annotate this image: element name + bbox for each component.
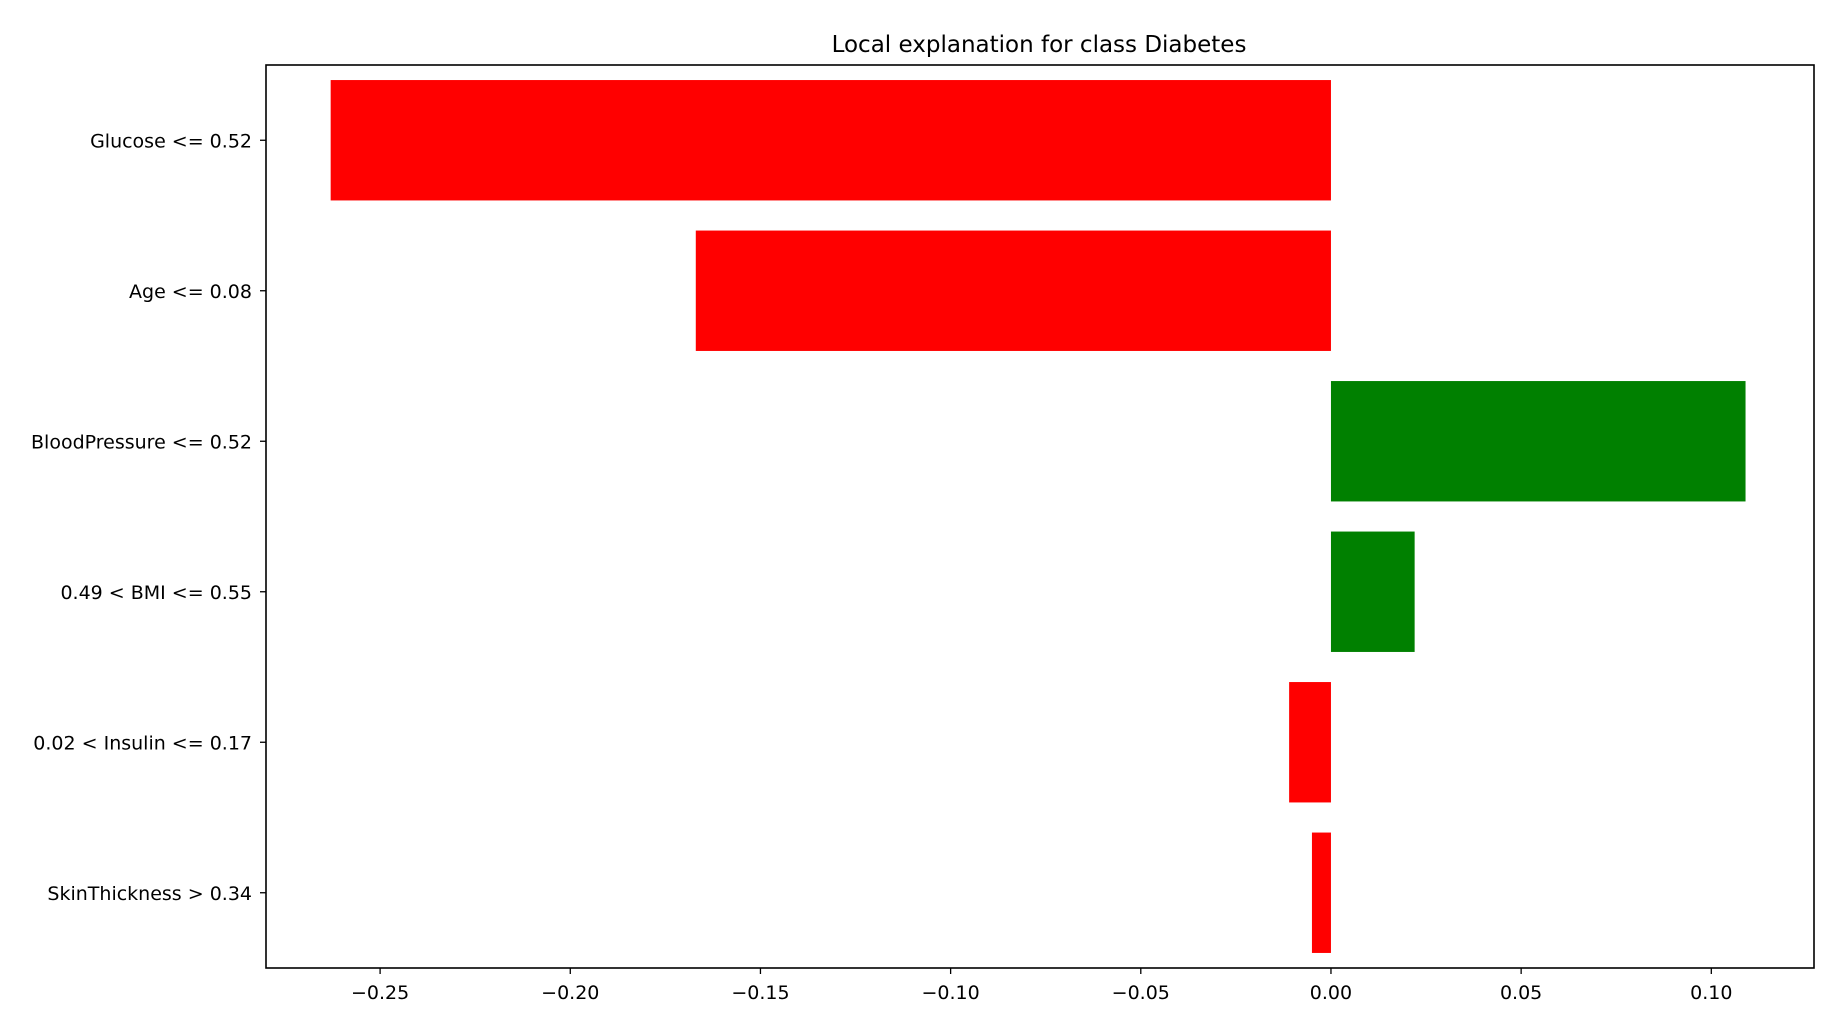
bars-group bbox=[330, 80, 1746, 953]
x-tick-label: 0.05 bbox=[1500, 982, 1542, 1004]
y-tick-label: SkinThickness > 0.34 bbox=[47, 883, 252, 905]
y-tick-label: Age <= 0.08 bbox=[129, 281, 252, 303]
bar-0 bbox=[330, 80, 1331, 201]
bar-4 bbox=[1289, 682, 1331, 803]
x-tick-label: −0.10 bbox=[922, 982, 980, 1004]
bar-5 bbox=[1311, 832, 1331, 953]
x-tick-label: 0.10 bbox=[1690, 982, 1732, 1004]
x-tick-label: −0.05 bbox=[1112, 982, 1170, 1004]
chart-title: Local explanation for class Diabetes bbox=[832, 32, 1247, 58]
y-tick-label: BloodPressure <= 0.52 bbox=[31, 431, 252, 453]
bar-1 bbox=[695, 230, 1331, 351]
x-tick-label: −0.25 bbox=[351, 982, 409, 1004]
x-tick-label: −0.15 bbox=[731, 982, 789, 1004]
bar-3 bbox=[1330, 531, 1415, 652]
y-tick-label: 0.49 < BMI <= 0.55 bbox=[60, 582, 252, 604]
x-tick-label: −0.20 bbox=[541, 982, 599, 1004]
y-axis-ticks: Glucose <= 0.52 Age <= 0.08 BloodPressure … bbox=[31, 130, 266, 905]
x-axis-ticks: −0.25 −0.20 −0.15 −0.10 −0.05 0.00 0.05 0.10 bbox=[351, 968, 1732, 1004]
x-tick-label: 0.00 bbox=[1310, 982, 1352, 1004]
y-tick-label: Glucose <= 0.52 bbox=[90, 130, 252, 152]
plot-frame bbox=[265, 64, 1815, 969]
y-tick-label: 0.02 < Insulin <= 0.17 bbox=[33, 732, 252, 754]
bar-2 bbox=[1330, 381, 1746, 502]
